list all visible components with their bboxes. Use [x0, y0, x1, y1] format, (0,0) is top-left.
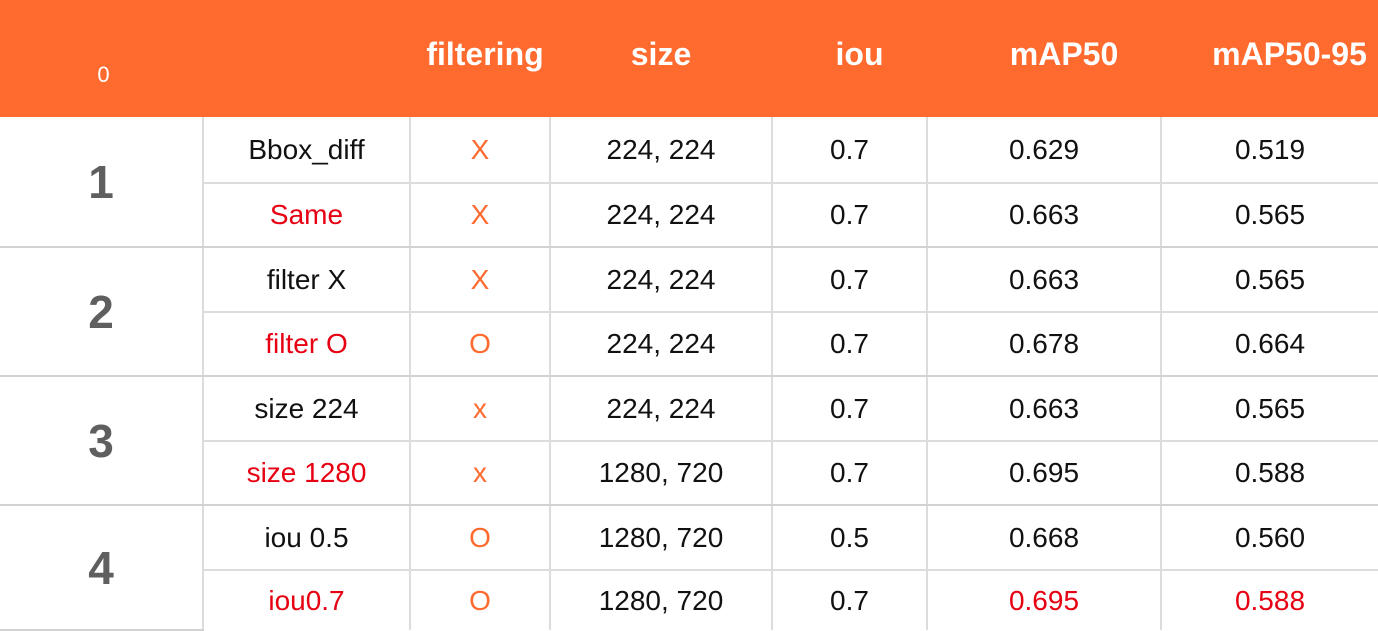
header-size: size	[550, 0, 772, 117]
map50-95-cell: 0.560	[1160, 505, 1378, 571]
map50-cell: 0.668	[926, 505, 1161, 571]
table-row: 3 size 224 x 224, 224 0.7 0.663 0.565	[0, 376, 1378, 506]
iou-cell: 0.7	[771, 117, 927, 184]
table-row: 1 Bbox_diff X 224, 224 0.7 0.629 0.519	[0, 117, 1378, 248]
header-map50: mAP50	[927, 0, 1161, 117]
map50-cell: 0.695	[926, 441, 1161, 506]
group-number: 1	[0, 117, 203, 248]
table-row: iou0.7 O 1280, 720 0.7 0.695 0.588	[0, 570, 1378, 630]
map50-95-cell: 0.565	[1160, 247, 1378, 313]
header-map50-95: mAP50-95	[1161, 0, 1378, 117]
filtering-cell: X	[409, 183, 550, 248]
row-label: filter X	[202, 247, 410, 313]
iou-cell: 0.7	[771, 183, 927, 248]
size-cell: 224, 224	[549, 247, 772, 313]
size-cell: 1280, 720	[549, 441, 772, 506]
filtering-cell: X	[409, 247, 550, 313]
header-row: 0 filtering size iou mAP50 mAP50-95	[0, 0, 1378, 117]
table-row: Same X 224, 224 0.7 0.663 0.565	[0, 183, 1378, 248]
map50-95-cell: 0.519	[1160, 117, 1378, 184]
group-number: 3	[0, 376, 203, 506]
filtering-cell: x	[409, 441, 550, 506]
table-row: filter O O 224, 224 0.7 0.678 0.664	[0, 312, 1378, 377]
table-header: 0 filtering size iou mAP50 mAP50-95	[0, 0, 1378, 117]
map50-cell: 0.663	[926, 376, 1161, 442]
iou-cell: 0.7	[771, 570, 927, 630]
row-label: Bbox_diff	[202, 117, 410, 184]
size-cell: 1280, 720	[549, 570, 772, 630]
row-label: size 224	[202, 376, 410, 442]
map50-95-cell: 0.588	[1160, 441, 1378, 506]
iou-cell: 0.7	[771, 441, 927, 506]
filtering-cell: x	[409, 376, 550, 442]
header-corner-label: 0	[97, 62, 110, 87]
map50-95-cell: 0.565	[1160, 376, 1378, 442]
map50-cell: 0.663	[926, 247, 1161, 313]
row-label: size 1280	[202, 441, 410, 506]
map50-95-cell: 0.664	[1160, 312, 1378, 377]
row-label: Same	[202, 183, 410, 248]
header-iou: iou	[772, 0, 927, 117]
group-number: 4	[0, 505, 203, 631]
header-blank-cell	[203, 0, 410, 117]
size-cell: 1280, 720	[549, 505, 772, 571]
filtering-cell: O	[409, 505, 550, 571]
size-cell: 224, 224	[549, 312, 772, 377]
filtering-cell: O	[409, 312, 550, 377]
map50-95-cell: 0.588	[1160, 570, 1378, 630]
row-label: iou0.7	[202, 570, 410, 630]
map50-cell: 0.629	[926, 117, 1161, 184]
table-row: 4 iou 0.5 O 1280, 720 0.5 0.668 0.560	[0, 505, 1378, 631]
map50-95-cell: 0.565	[1160, 183, 1378, 248]
map50-cell: 0.695	[926, 570, 1161, 630]
filtering-cell: O	[409, 570, 550, 630]
iou-cell: 0.7	[771, 247, 927, 313]
header-filtering: filtering	[410, 0, 550, 117]
map50-cell: 0.663	[926, 183, 1161, 248]
filtering-cell: X	[409, 117, 550, 184]
row-label: filter O	[202, 312, 410, 377]
table-body: 1 Bbox_diff X 224, 224 0.7 0.629 0.519 S…	[0, 117, 1378, 631]
table-row: 2 filter X X 224, 224 0.7 0.663 0.565	[0, 247, 1378, 377]
map50-cell: 0.678	[926, 312, 1161, 377]
iou-cell: 0.7	[771, 376, 927, 442]
size-cell: 224, 224	[549, 183, 772, 248]
iou-cell: 0.5	[771, 505, 927, 571]
iou-cell: 0.7	[771, 312, 927, 377]
header-corner-cell: 0	[0, 0, 203, 117]
size-cell: 224, 224	[549, 376, 772, 442]
group-number: 2	[0, 247, 203, 377]
size-cell: 224, 224	[549, 117, 772, 184]
row-label: iou 0.5	[202, 505, 410, 571]
table-row: size 1280 x 1280, 720 0.7 0.695 0.588	[0, 441, 1378, 506]
